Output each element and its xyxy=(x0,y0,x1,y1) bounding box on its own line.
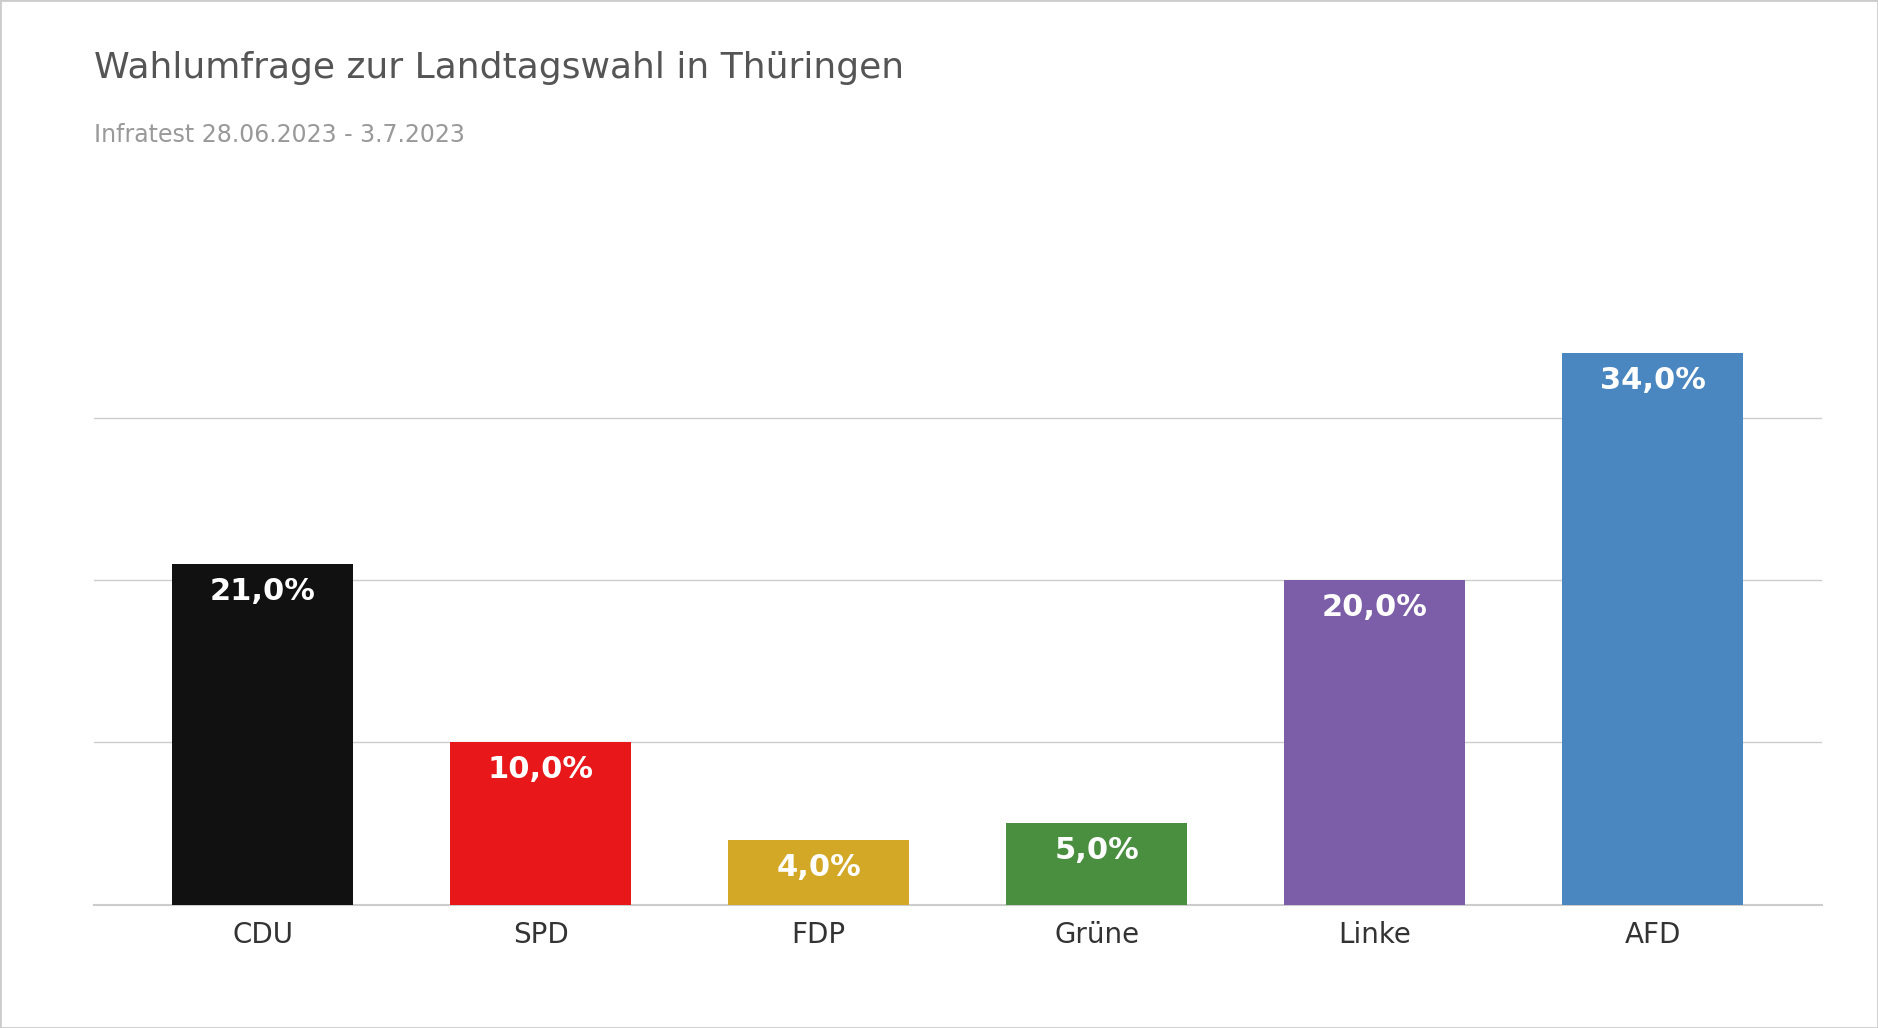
Bar xyxy=(729,840,909,905)
Text: Infratest 28.06.2023 - 3.7.2023: Infratest 28.06.2023 - 3.7.2023 xyxy=(94,123,464,147)
Bar xyxy=(1562,353,1743,905)
Text: 5,0%: 5,0% xyxy=(1054,837,1140,866)
Bar xyxy=(1007,823,1187,905)
Text: 10,0%: 10,0% xyxy=(488,756,593,784)
Text: 34,0%: 34,0% xyxy=(1600,366,1705,395)
Text: 21,0%: 21,0% xyxy=(210,577,316,605)
Bar xyxy=(1285,580,1465,905)
Text: 20,0%: 20,0% xyxy=(1322,593,1427,622)
Text: 4,0%: 4,0% xyxy=(776,852,862,882)
Bar xyxy=(451,742,631,905)
Text: Wahlumfrage zur Landtagswahl in Thüringen: Wahlumfrage zur Landtagswahl in Thüringe… xyxy=(94,51,903,85)
Bar xyxy=(173,563,353,905)
